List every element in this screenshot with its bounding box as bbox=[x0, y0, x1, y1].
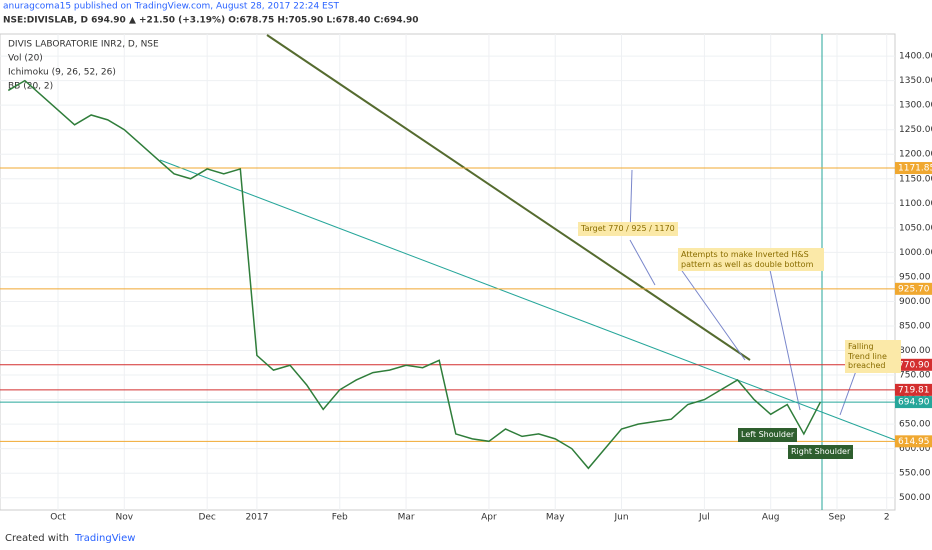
x-tick-label: Sep bbox=[829, 513, 846, 523]
y-tick-label: 1250.00 bbox=[899, 125, 932, 135]
annotation: Falling Trend line breached bbox=[845, 340, 901, 373]
trend-line bbox=[159, 159, 896, 441]
annotation: Left Shoulder bbox=[738, 428, 798, 442]
level-tag bbox=[895, 383, 932, 396]
price-line bbox=[7, 79, 822, 470]
footer: Created with bbox=[5, 533, 69, 544]
y-tick-label: 600.00 bbox=[899, 444, 931, 454]
level-label: 614.95 bbox=[898, 437, 930, 447]
x-tick-label: Apr bbox=[481, 513, 497, 523]
indicator: Ichimoku (9, 26, 52, 26) bbox=[8, 68, 116, 78]
y-tick-label: 1350.00 bbox=[899, 76, 932, 86]
y-tick-label: 800.00 bbox=[899, 346, 931, 356]
quote: NSE:DIVISLAB, D 694.90 ▲ +21.50 (+3.19%)… bbox=[3, 16, 419, 26]
y-tick-label: 1100.00 bbox=[899, 199, 932, 209]
y-tick-label: 850.00 bbox=[899, 321, 931, 331]
y-tick-label: 1400.00 bbox=[899, 52, 932, 62]
arrow bbox=[679, 267, 746, 361]
header: anuragcoma15 published on TradingView.co… bbox=[3, 2, 339, 12]
footer-brand: TradingView bbox=[74, 533, 135, 544]
annotation: Attempts to make Inverted H&S pattern as… bbox=[678, 248, 824, 272]
level-label: 1171.85 bbox=[898, 164, 932, 174]
y-tick-label: 1000.00 bbox=[899, 248, 932, 258]
y-tick-label: 950.00 bbox=[899, 272, 931, 282]
y-tick-label: 750.00 bbox=[899, 371, 931, 381]
level-tag bbox=[895, 435, 932, 448]
y-tick-label: 550.00 bbox=[899, 469, 931, 479]
level-label: 925.70 bbox=[898, 284, 930, 294]
x-tick-label: Jun bbox=[613, 513, 628, 523]
x-tick-label: May bbox=[546, 513, 565, 523]
level-tag bbox=[895, 282, 932, 295]
level-label: 694.90 bbox=[898, 398, 930, 408]
x-tick-label: 2017 bbox=[245, 513, 268, 523]
annotation: Target 770 / 925 / 1170 bbox=[578, 222, 678, 236]
trend-line bbox=[266, 34, 751, 361]
level-tag bbox=[895, 396, 932, 409]
x-tick-label: 2 bbox=[884, 513, 890, 523]
y-tick-label: 1200.00 bbox=[899, 150, 932, 160]
level-tag bbox=[895, 358, 932, 371]
arrow bbox=[769, 269, 801, 411]
y-tick-label: 500.00 bbox=[899, 493, 931, 503]
x-tick-label: Oct bbox=[50, 513, 66, 523]
x-tick-label: Nov bbox=[116, 513, 134, 523]
y-tick-label: 650.00 bbox=[899, 420, 931, 430]
annotation: Right Shoulder bbox=[788, 445, 854, 459]
x-tick-label: Mar bbox=[398, 513, 415, 523]
x-tick-label: Aug bbox=[762, 513, 780, 523]
level-label: 770.90 bbox=[898, 360, 930, 370]
level-label: 719.81 bbox=[898, 385, 930, 395]
x-tick-label: Feb bbox=[332, 513, 348, 523]
x-tick-label: Dec bbox=[198, 513, 215, 523]
y-tick-label: 900.00 bbox=[899, 297, 931, 307]
y-tick-label: 1300.00 bbox=[899, 101, 932, 111]
x-tick-label: Jul bbox=[698, 513, 710, 523]
level-tag bbox=[895, 162, 932, 175]
chart-title: DIVIS LABORATORIE INR2, D, NSE bbox=[8, 40, 159, 50]
arrow bbox=[629, 239, 656, 286]
y-tick-label: 1150.00 bbox=[899, 174, 932, 184]
indicator: Vol (20) bbox=[8, 54, 43, 64]
y-tick-label: 1050.00 bbox=[899, 223, 932, 233]
